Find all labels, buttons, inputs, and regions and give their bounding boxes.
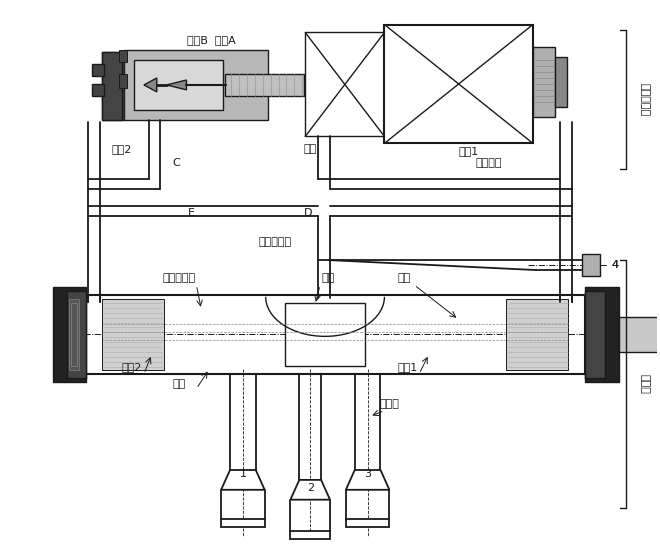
Bar (71, 302, 77, 366)
Bar (582, 254, 600, 276)
Bar (92, 84, 104, 96)
Bar (69, 299, 79, 370)
Bar (124, 50, 268, 119)
Text: 小孔: 小孔 (397, 273, 411, 283)
Bar (102, 299, 164, 370)
Bar (119, 50, 127, 62)
Text: 滑块: 滑块 (321, 273, 335, 283)
Bar (384, 25, 533, 144)
Text: 3: 3 (364, 469, 371, 479)
Bar (53, 287, 86, 382)
Bar (533, 47, 554, 117)
Text: 活塞1: 活塞1 (397, 362, 417, 372)
Bar (92, 64, 104, 76)
Polygon shape (290, 480, 330, 500)
Text: 阀芯B  阀芯A: 阀芯B 阀芯A (187, 36, 236, 45)
Text: 电磁导向阀: 电磁导向阀 (640, 83, 650, 116)
Bar (102, 52, 124, 119)
Text: D: D (304, 208, 312, 218)
Text: 换向阀: 换向阀 (640, 374, 650, 394)
Polygon shape (144, 78, 157, 92)
Bar (225, 74, 304, 96)
Text: 四通阀本体: 四通阀本体 (163, 273, 196, 283)
Text: 2: 2 (307, 483, 314, 493)
Bar (221, 520, 265, 527)
Bar (290, 532, 330, 539)
Bar (306, 32, 384, 136)
Bar (619, 317, 660, 352)
Text: 连接管: 连接管 (379, 399, 399, 409)
Bar (119, 74, 127, 88)
Text: 血铁: 血铁 (304, 144, 317, 155)
Bar (67, 291, 86, 378)
Text: 电磁线圈: 电磁线圈 (475, 158, 502, 168)
Text: 4: 4 (612, 260, 618, 270)
Bar (506, 299, 568, 370)
Polygon shape (167, 80, 187, 90)
Text: E: E (188, 208, 195, 218)
Text: 弹簧1: 弹簧1 (459, 146, 478, 156)
Bar (585, 287, 619, 382)
Text: 活塞2: 活塞2 (122, 362, 142, 372)
Bar (286, 302, 364, 366)
Text: 阀孔: 阀孔 (173, 379, 186, 389)
Bar (84, 295, 585, 374)
Text: 导向毛细管: 导向毛细管 (259, 237, 292, 247)
Bar (102, 52, 122, 119)
Bar (134, 60, 223, 110)
Polygon shape (346, 470, 389, 490)
Text: 4: 4 (612, 260, 618, 270)
Text: 1: 1 (240, 469, 246, 479)
Text: C: C (173, 158, 180, 168)
Bar (346, 520, 389, 527)
Bar (554, 57, 566, 107)
Bar (585, 291, 605, 378)
Text: 弹簧2: 弹簧2 (112, 144, 132, 155)
Polygon shape (221, 470, 265, 490)
